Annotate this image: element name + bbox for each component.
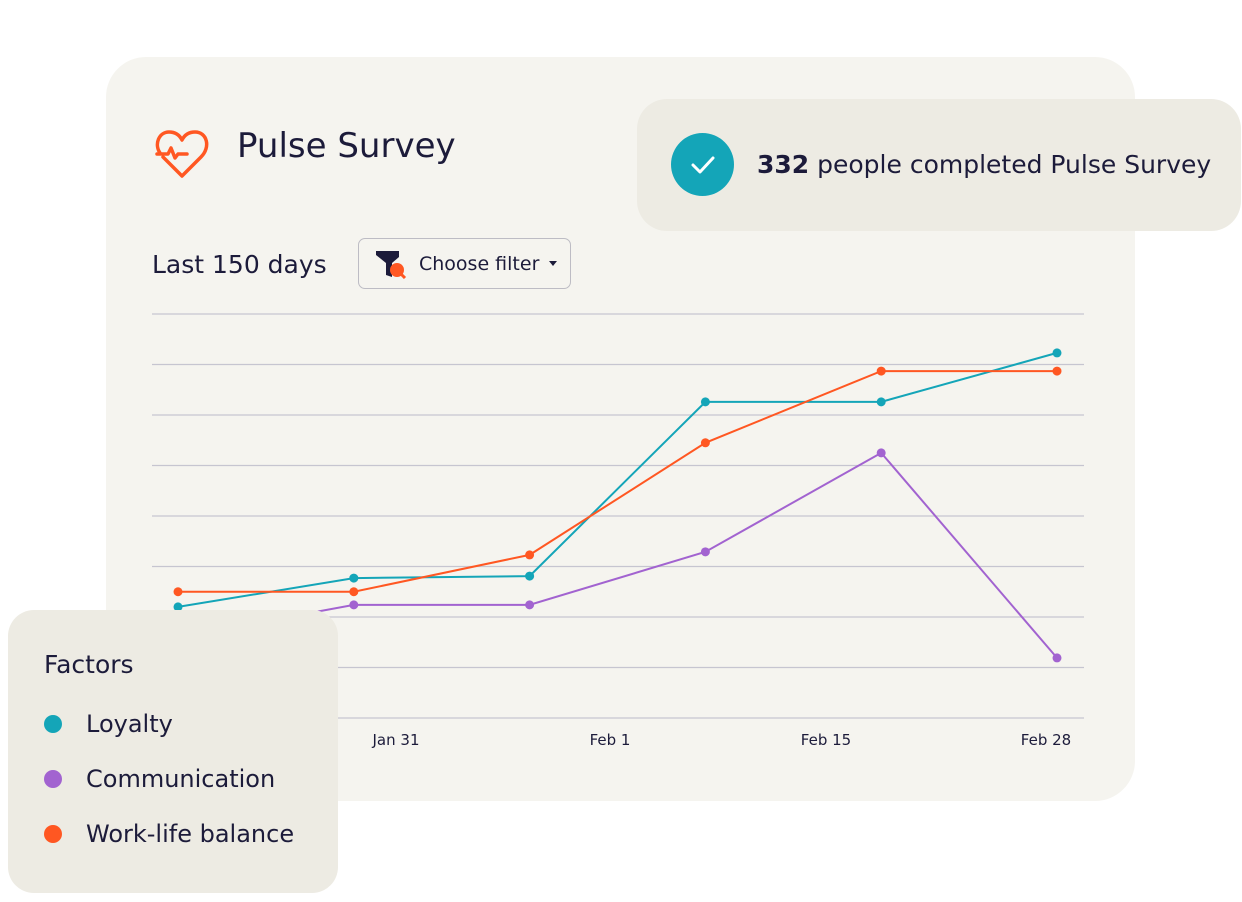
data-point[interactable] [700,547,710,557]
legend-dot-icon [44,715,62,733]
x-tick-label: Feb 28 [1020,731,1072,749]
x-tick-label: Feb 1 [589,731,631,749]
data-point[interactable] [349,600,359,610]
legend-label: Work-life balance [86,820,295,848]
legend-title: Factors [44,650,134,679]
data-point[interactable] [700,397,710,407]
data-point[interactable] [1052,653,1062,663]
legend: Factors Loyalty Communication Work-life … [8,610,338,893]
data-point[interactable] [525,550,535,560]
data-point[interactable] [525,600,535,610]
legend-item-loyalty[interactable]: Loyalty [44,710,173,738]
date-range-label: Last 150 days [152,250,327,279]
data-point[interactable] [1052,348,1062,358]
completion-text: 332 people completed Pulse Survey [757,150,1211,179]
series-line-communication [177,451,1058,659]
completion-badge [637,99,1241,231]
data-point[interactable] [349,573,359,583]
filter-label: Choose filter [419,252,540,275]
choose-filter-dropdown[interactable]: Choose filter [358,238,571,289]
x-tick-label: Jan 31 [372,731,420,749]
series-line-loyalty [177,351,1058,608]
data-point[interactable] [700,438,710,448]
data-point[interactable] [173,587,183,597]
legend-item-communication[interactable]: Communication [44,765,275,793]
legend-item-work-life-balance[interactable]: Work-life balance [44,820,294,848]
caret-down-icon [549,261,558,266]
heart-pulse-icon [155,130,209,178]
data-point[interactable] [876,448,886,458]
data-point[interactable] [1052,366,1062,376]
page-title: Pulse Survey [237,126,456,166]
data-point[interactable] [349,587,359,597]
data-point[interactable] [876,397,886,407]
data-point[interactable] [173,602,183,612]
legend-label: Communication [86,765,276,793]
data-point[interactable] [525,571,535,581]
legend-dot-icon [44,770,62,788]
filter-icon [376,250,407,279]
check-icon [671,133,734,196]
series-line-work-life-balance [178,370,1057,593]
legend-label: Loyalty [86,710,173,738]
completion-count: 332 [757,150,810,179]
completion-message: people completed Pulse Survey [817,150,1212,179]
legend-dot-icon [44,825,62,843]
data-point[interactable] [876,366,886,376]
x-tick-label: Feb 15 [800,731,852,749]
